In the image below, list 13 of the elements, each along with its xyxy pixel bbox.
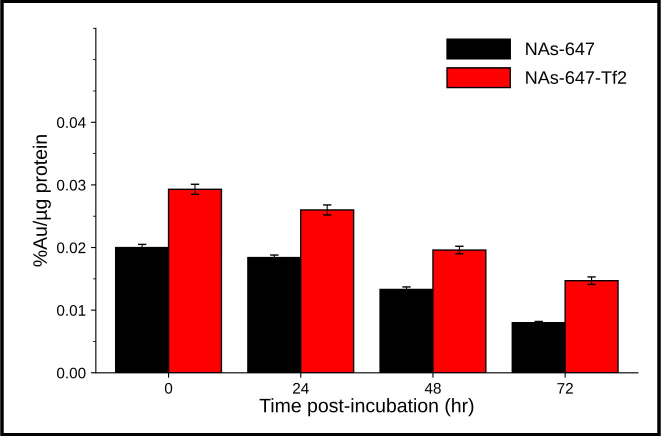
legend-label: NAs-647-Tf2 xyxy=(526,70,626,84)
y-tick-label: 0.01 xyxy=(56,305,86,316)
x-tick-label: 72 xyxy=(557,382,573,394)
x-tick-label: 24 xyxy=(293,382,309,394)
x-tick-label: 48 xyxy=(424,382,441,394)
y-axis-title: %Au/µg protein xyxy=(32,135,51,267)
y-tick-label: 0.03 xyxy=(56,180,86,191)
y-tick-label: 0.00 xyxy=(56,368,86,378)
legend-label: NAs-647 xyxy=(526,42,594,56)
x-axis-title: Time post-incubation (hr) xyxy=(260,398,474,416)
y-tick-label: 0.02 xyxy=(56,242,86,254)
x-tick-label: 0 xyxy=(164,382,172,394)
y-tick-label: 0.04 xyxy=(56,117,86,128)
